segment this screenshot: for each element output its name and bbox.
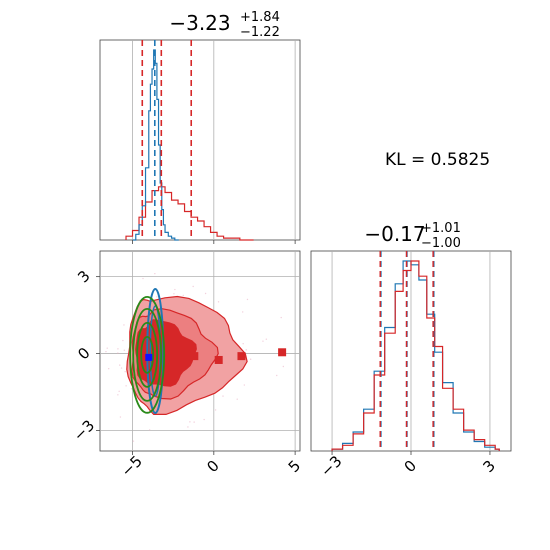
scatter-point (132, 440, 135, 442)
red-histogram (331, 260, 500, 451)
scatter-point (282, 365, 285, 368)
scatter-point (189, 421, 191, 423)
scatter-point (156, 296, 158, 298)
param0-title-sub: −1.22 (240, 25, 280, 40)
scatter-point (193, 421, 195, 423)
scatter-point (107, 367, 110, 370)
scatter-point (117, 394, 119, 396)
red-marker (237, 352, 246, 361)
scatter-point (243, 384, 246, 386)
blue-marker (145, 353, 153, 361)
scatter-point (118, 390, 120, 393)
scatter-point (245, 349, 247, 351)
scatter-point (105, 350, 107, 353)
scatter-point (241, 311, 244, 313)
scatter-point (182, 294, 184, 297)
scatter-point (249, 358, 252, 360)
panel-frame (99, 250, 301, 452)
scatter-point (122, 339, 124, 342)
red-marker (190, 352, 199, 361)
panel-param1-marginal: −3 0 3 (310, 250, 512, 480)
scatter-point (124, 370, 126, 373)
param0-title: −3.23 (169, 11, 230, 35)
green-contour (132, 307, 163, 402)
tick-label: −5 (118, 452, 146, 480)
green-contour (140, 335, 155, 374)
scatter-point (120, 367, 123, 369)
tick-label: 0 (401, 457, 420, 476)
kl-text: KL = 0.5825 (385, 150, 490, 170)
panel-joint: −5 0 5 −3 0 3 (70, 250, 304, 480)
blue-histogram (331, 260, 500, 451)
scatter-point (125, 385, 127, 387)
scatter-point (119, 416, 122, 418)
scatter-point (173, 293, 175, 295)
scatter-point (187, 426, 189, 428)
red-histogram (125, 186, 254, 241)
scatter-point (142, 277, 144, 280)
scatter-point (246, 298, 249, 301)
red-marker (214, 355, 223, 364)
red-marker (278, 348, 287, 357)
param1-title: −0.17 (364, 222, 425, 246)
scatter-point (204, 292, 207, 295)
scatter-point (119, 364, 121, 366)
scatter-point (148, 429, 151, 431)
tick-label: −3 (317, 452, 345, 480)
tick-label: 3 (480, 457, 499, 476)
scatter-point (236, 398, 238, 400)
scatter-point (214, 409, 217, 411)
scatter-point (242, 343, 244, 345)
scatter-point (203, 418, 205, 421)
scatter-point (154, 272, 156, 275)
scatter-point (117, 352, 119, 354)
scatter-point (280, 316, 282, 319)
scatter-point (174, 288, 176, 291)
param0-title-sup: +1.84 (240, 10, 280, 25)
panel-param0-marginal (99, 39, 301, 244)
tick-label: −3 (70, 416, 98, 444)
green-contour (136, 321, 159, 388)
tick-label: 0 (203, 457, 222, 476)
scatter-point (222, 395, 224, 397)
param1-title-sup: +1.01 (421, 221, 461, 236)
scatter-point (106, 347, 108, 349)
tick-label: 0 (74, 344, 93, 363)
green-contour (129, 295, 166, 414)
scatter-point (117, 348, 119, 350)
scatter-point (130, 388, 133, 390)
scatter-point (276, 374, 278, 377)
panel-frame (99, 39, 301, 241)
scatter-point (262, 340, 264, 342)
tick-label: 3 (74, 267, 93, 286)
scatter-point (217, 301, 220, 303)
scatter-point (265, 338, 268, 340)
scatter-point (123, 349, 126, 351)
tick-label: 5 (285, 457, 304, 476)
param1-title-sub: −1.00 (421, 236, 461, 251)
blue-histogram (132, 49, 179, 241)
scatter-point (192, 285, 194, 288)
scatter-point (123, 324, 125, 326)
